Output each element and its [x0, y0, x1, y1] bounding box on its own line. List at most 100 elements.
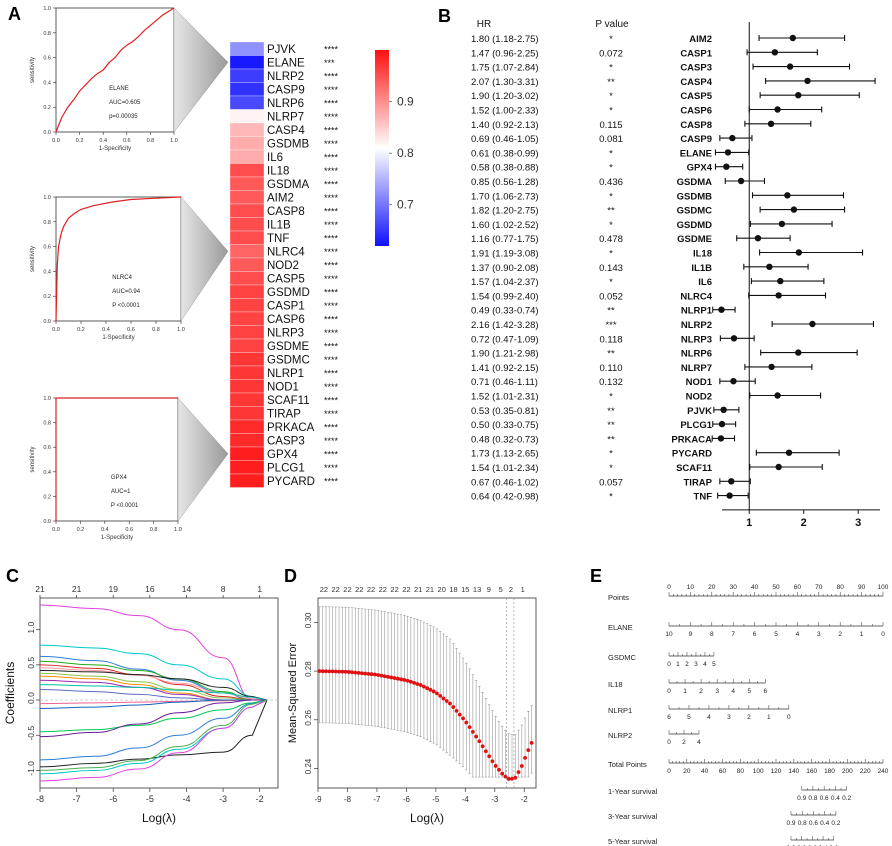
cv-point: [356, 671, 361, 675]
heatmap-cell: [229, 109, 265, 124]
cv-point: [382, 674, 387, 679]
nomogram-tick-label: 1: [683, 688, 687, 695]
forest-point: [767, 120, 775, 128]
heatmap-sig-label: ****: [324, 369, 339, 379]
nomogram-row-label: Total Points: [608, 760, 647, 769]
roc-xtick-label: 0.2: [77, 527, 85, 533]
forest-point: [724, 149, 732, 156]
panel-label-e: E: [590, 566, 602, 586]
forest-gene-label: TNF: [694, 492, 713, 503]
forest-p-value: 0.052: [599, 291, 623, 302]
forest-gene-label: CASP3: [680, 63, 712, 74]
cv-point: [435, 691, 439, 696]
panel-label-c: C: [6, 566, 19, 586]
roc-xtick-label: 0.4: [102, 327, 110, 333]
lasso-coef-path: [39, 699, 268, 771]
lasso-xlabel: Log(λ): [142, 811, 176, 825]
heatmap-sig-label: ****: [324, 463, 339, 473]
heatmap-cell: [229, 338, 265, 353]
roc-ytick-label: 0.2: [43, 494, 51, 500]
cv-point: [470, 729, 475, 734]
lasso-coef-path: [39, 699, 268, 733]
heatmap-cell: [229, 446, 265, 461]
nomogram-tick-label: 3: [715, 688, 719, 695]
nomogram-tick-label: 80: [837, 584, 845, 591]
forest-p-value: *: [609, 249, 613, 260]
forest-gene-label: ELANE: [680, 148, 712, 159]
forest-hr-text: 1.70 (1.06-2.73): [471, 191, 539, 202]
forest-point: [778, 220, 786, 228]
panel-c-lasso-paths: -8 -7 -6 -5 -4 -3 -2 -1.0 -0.5 0.0 0.5 1.0 21 21 19 16 1…: [3, 584, 279, 825]
cv-point: [369, 672, 374, 677]
forest-point: [718, 306, 725, 313]
heatmap-cell: [229, 325, 265, 340]
forest-gene-label: NLRC4: [680, 291, 712, 302]
nomogram-tick-label: 4: [697, 739, 701, 746]
heatmap-gene-label: CASP8: [267, 206, 305, 218]
heatmap-cell: [229, 122, 265, 137]
nomogram-tick-label: 5: [687, 714, 691, 721]
nomogram-tick-label: 50: [772, 584, 780, 591]
heatmap-sig-label: ****: [324, 342, 339, 352]
heatmap-cell: [229, 244, 265, 259]
cv-point: [395, 676, 400, 681]
forest-gene-label: PYCARD: [672, 449, 712, 460]
cv-ytick-label: 0.28: [304, 661, 313, 677]
heatmap-sig-label: ****: [324, 436, 339, 446]
nomogram-tick-label: 80: [737, 768, 745, 775]
cv-top-tick-label: 15: [461, 585, 469, 594]
cv-top-tick-label: 22: [332, 585, 340, 594]
roc-xtick-label: 1.0: [177, 327, 185, 333]
nomogram-tick-label: 9: [689, 631, 693, 638]
heatmap-gene-label: IL1B: [267, 220, 291, 232]
nomogram-tick-label: 5: [774, 631, 778, 638]
roc-ytick-label: 0.6: [43, 56, 51, 62]
heatmap-sig-label: ****: [324, 193, 339, 203]
roc-xtick-label: 1.0: [174, 527, 182, 533]
forest-header-hr: HR: [477, 19, 491, 30]
roc-ytick-label: 0.0: [43, 130, 51, 136]
nomogram-tick-label: 0.6: [820, 795, 829, 802]
cv-point: [330, 669, 335, 674]
forest-p-value: *: [609, 91, 613, 102]
nomogram-tick-label: 4: [703, 661, 707, 668]
cv-point: [441, 696, 446, 701]
forest-p-value: *: [609, 220, 613, 231]
heatmap-cell: [229, 419, 265, 434]
connector-wedge: [180, 196, 229, 322]
forest-point: [774, 392, 781, 399]
nomogram-tick-label: 4: [707, 714, 711, 721]
nomogram-tick-label: 6: [667, 714, 671, 721]
forest-hr-text: 0.71 (0.46-1.11): [471, 377, 538, 388]
cv-point: [438, 694, 443, 698]
forest-gene-label: IL6: [698, 277, 712, 288]
roc-ylabel: sensitivity: [30, 246, 36, 272]
forest-point: [777, 277, 784, 285]
forest-point: [786, 63, 794, 70]
forest-hr-text: 1.41 (0.92-2.15): [471, 363, 539, 374]
nomogram-tick-label: 0: [667, 688, 671, 695]
cv-top-tick-label: 1: [521, 585, 525, 594]
cv-top-tick-label: 21: [426, 585, 434, 594]
forest-gene-label: AIM2: [689, 34, 712, 45]
nomogram-tick-label: 20: [683, 768, 691, 775]
nomogram-tick-label: 4: [731, 688, 735, 695]
roc-curve-elane: [55, 7, 175, 133]
cv-point: [428, 687, 433, 692]
heatmap-sig-label: ****: [324, 220, 339, 230]
cv-point: [389, 675, 394, 680]
forest-point: [718, 420, 726, 428]
forest-p-value: 0.072: [599, 48, 623, 59]
cv-point: [464, 720, 469, 725]
heatmap-cell: [229, 203, 265, 218]
cv-point: [457, 712, 462, 717]
roc-xtick-label: 0.8: [147, 138, 155, 144]
nomogram-tick-label: 160: [806, 768, 817, 775]
forest-p-value: 0.081: [599, 134, 623, 145]
heatmap-gene-label: GSDMD: [267, 287, 310, 299]
cv-xtick-label: -3: [491, 795, 499, 804]
nomogram-tick-label: 0: [787, 714, 791, 721]
roc-p-text: p=0.00035: [109, 114, 138, 120]
heatmap-gene-label: NLRP6: [267, 98, 304, 110]
forest-x-tick-label: 2: [801, 517, 807, 529]
